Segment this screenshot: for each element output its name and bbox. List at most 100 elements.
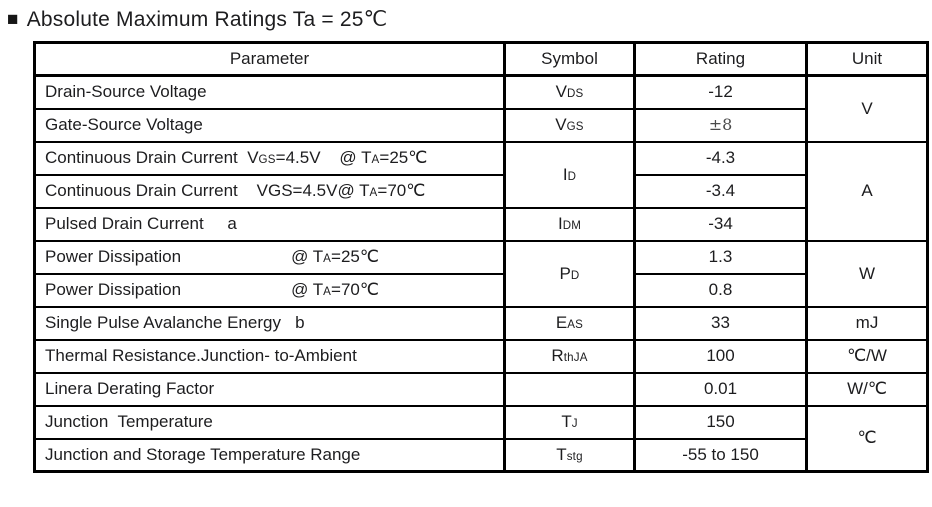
power-dissipation-ta25-symbol: PD xyxy=(503,239,636,308)
drain-source-voltage-param: Drain-Source Voltage xyxy=(33,74,506,110)
param-text: =25℃ xyxy=(379,148,428,167)
symbol-text: E xyxy=(555,313,568,332)
symbol-text-subscript: DM xyxy=(562,220,582,232)
param-text-subscript: A xyxy=(323,286,332,298)
rating-text: -3.4 xyxy=(705,181,736,200)
symbol-text-subscript: stg xyxy=(566,450,583,463)
param-text: Gate-Source Voltage xyxy=(45,115,203,134)
table-row-junction-temperature: Junction Temperature TJ 150 ℃ xyxy=(33,404,929,473)
thermal-resistance-junction-to-ambient-unit: ℃/W xyxy=(805,338,929,374)
linera-derating-factor-rating: 0.01 xyxy=(633,371,808,407)
junction-and-storage-temperature-range-rating: -55 to 150 xyxy=(633,437,808,473)
single-pulse-avalanche-energy-symbol: EAS xyxy=(503,305,636,341)
param-text: Linera Derating Factor xyxy=(45,379,215,398)
param-text: =70℃ xyxy=(331,280,379,299)
rating-text: ±8 xyxy=(708,115,733,134)
param-text-subscript: A xyxy=(371,154,380,166)
param-text: =4.5V @ T xyxy=(275,148,372,167)
single-pulse-avalanche-energy-rating: 33 xyxy=(633,305,808,341)
single-pulse-avalanche-energy-unit: mJ xyxy=(805,305,929,341)
unit-text: mJ xyxy=(855,313,879,332)
param-text: Junction Temperature xyxy=(45,412,213,431)
power-dissipation-ta25-param: Power Dissipation @ TA=25℃ xyxy=(33,239,506,275)
power-dissipation-ta70-param: Power Dissipation @ TA=70℃ xyxy=(33,272,506,308)
param-text: @ T xyxy=(291,247,324,266)
junction-temperature-unit: ℃ xyxy=(805,404,929,473)
rating-text: -34 xyxy=(708,214,733,233)
param-text: Continuous Drain Current VGS=4.5V@ T xyxy=(45,181,370,200)
thermal-resistance-junction-to-ambient-symbol: RthJA xyxy=(503,338,636,374)
param-text: @ T xyxy=(291,280,324,299)
param-text-subscript: A xyxy=(369,187,378,199)
drain-source-voltage-unit: V xyxy=(805,74,929,143)
linera-derating-factor-symbol xyxy=(503,371,636,407)
section-bullet-icon: ■ xyxy=(7,9,19,30)
symbol-text: P xyxy=(559,263,571,283)
table-row-gate-source-voltage: Gate-Source Voltage VGS ±8 xyxy=(33,107,928,143)
table-row-single-pulse-avalanche-energy: Single Pulse Avalanche Energy b EAS 33 mJ xyxy=(33,305,929,341)
power-dissipation-ta25-rating: 1.3 xyxy=(633,239,808,275)
drain-source-voltage-symbol: VDS xyxy=(503,74,636,110)
param-text-subscript: GS xyxy=(258,154,276,166)
header-rating: Rating xyxy=(633,41,808,77)
continuous-drain-current-ta25-param: Continuous Drain Current VGS=4.5V @ TA=2… xyxy=(33,140,506,176)
continuous-drain-current-ta70-rating: -3.4 xyxy=(633,173,808,209)
unit-text: V xyxy=(861,98,873,118)
rating-text: 100 xyxy=(706,346,735,365)
junction-temperature-rating: 150 xyxy=(633,404,808,440)
symbol-text: I xyxy=(562,164,568,184)
table-row-thermal-resistance-junction-to-ambient: Thermal Resistance.Junction- to-Ambient R… xyxy=(33,338,929,374)
symbol-text: V xyxy=(555,82,567,102)
absolute-maximum-ratings-table: Parameter Symbol Rating Unit Drain-Sourc… xyxy=(33,41,929,473)
table-row-continuous-drain-current-ta70: Continuous Drain Current VGS=4.5V@ TA=70… xyxy=(33,173,928,209)
table-row-pulsed-drain-current: Pulsed Drain Current a IDM -34 xyxy=(33,206,928,242)
header-symbol: Symbol xyxy=(503,41,636,77)
table-row-drain-source-voltage: Drain-Source Voltage VDS -12 V xyxy=(33,74,929,143)
section-title: ■ Absolute Maximum Ratings Ta = 25℃ xyxy=(0,0,932,32)
table-row-linera-derating-factor: Linera Derating Factor 0.01 W/℃ xyxy=(33,371,929,407)
param-text: Drain-Source Voltage xyxy=(45,82,207,102)
rating-text: 0.8 xyxy=(708,280,733,299)
rating-text: -4.3 xyxy=(705,148,736,167)
table-row-continuous-drain-current-ta25: Continuous Drain Current VGS=4.5V @ TA=2… xyxy=(33,140,929,242)
unit-text: ℃ xyxy=(857,428,877,448)
symbol-text: T xyxy=(556,444,567,464)
param-text: =70℃ xyxy=(377,181,426,200)
gate-source-voltage-param: Gate-Source Voltage xyxy=(33,107,506,143)
header-parameter: Parameter xyxy=(33,41,506,77)
symbol-text: R xyxy=(551,346,564,365)
header-unit: Unit xyxy=(805,41,929,77)
linera-derating-factor-param: Linera Derating Factor xyxy=(33,371,506,407)
unit-text: W/℃ xyxy=(847,379,887,398)
junction-and-storage-temperature-range-symbol: Tstg xyxy=(503,437,636,473)
table-header-row: Parameter Symbol Rating Unit xyxy=(33,41,929,77)
gate-source-voltage-symbol: VGS xyxy=(503,107,636,143)
table-row-power-dissipation-ta70: Power Dissipation @ TA=70℃ 0.8 xyxy=(33,272,928,308)
symbol-text: I xyxy=(557,214,563,233)
symbol-text: V xyxy=(555,115,567,134)
rating-text: 33 xyxy=(711,313,730,332)
symbol-text-subscript: DS xyxy=(566,88,584,101)
junction-temperature-symbol: TJ xyxy=(503,404,636,440)
symbol-text: T xyxy=(561,412,572,431)
pulsed-drain-current-rating: -34 xyxy=(633,206,808,242)
table-body: Drain-Source Voltage VDS -12 V Gate-Source V… xyxy=(33,74,929,473)
unit-text: W xyxy=(858,263,876,283)
drain-source-voltage-rating: -12 xyxy=(633,74,808,110)
symbol-text-subscript: D xyxy=(570,269,580,282)
param-text: Power Dissipation xyxy=(45,247,182,266)
rating-text: -12 xyxy=(708,82,733,102)
param-text: Continuous Drain Current V xyxy=(45,148,259,167)
param-text: Single Pulse Avalanche Energy b xyxy=(45,313,305,332)
continuous-drain-current-ta25-unit: A xyxy=(805,140,929,242)
rating-text: -55 to 150 xyxy=(682,444,759,464)
rating-text: 0.01 xyxy=(703,379,738,398)
symbol-text-subscript: thJA xyxy=(563,352,588,364)
power-dissipation-ta25-unit: W xyxy=(805,239,929,308)
pulsed-drain-current-param: Pulsed Drain Current a xyxy=(33,206,506,242)
junction-and-storage-temperature-range-param: Junction and Storage Temperature Range xyxy=(33,437,506,473)
param-text: =25℃ xyxy=(331,247,379,266)
power-dissipation-ta70-rating: 0.8 xyxy=(633,272,808,308)
pulsed-drain-current-symbol: IDM xyxy=(503,206,636,242)
